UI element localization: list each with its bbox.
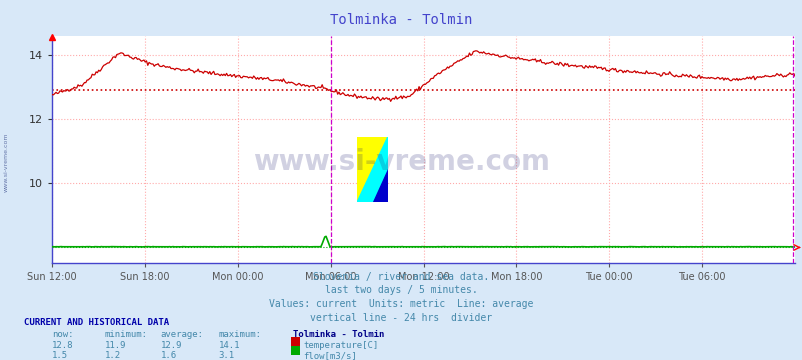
Text: 1.2: 1.2 — [104, 351, 120, 360]
Polygon shape — [372, 169, 387, 202]
Text: 14.1: 14.1 — [218, 341, 240, 350]
Text: flow[m3/s]: flow[m3/s] — [303, 351, 357, 360]
Text: CURRENT AND HISTORICAL DATA: CURRENT AND HISTORICAL DATA — [24, 318, 169, 327]
Text: 1.5: 1.5 — [52, 351, 68, 360]
Text: temperature[C]: temperature[C] — [303, 341, 379, 350]
Text: Tolminka - Tolmin: Tolminka - Tolmin — [293, 330, 384, 339]
Text: 11.9: 11.9 — [104, 341, 126, 350]
Text: average:: average: — [160, 330, 204, 339]
Text: www.si-vreme.com: www.si-vreme.com — [4, 132, 9, 192]
Text: Values: current  Units: metric  Line: average: Values: current Units: metric Line: aver… — [269, 299, 533, 309]
Text: www.si-vreme.com: www.si-vreme.com — [253, 148, 549, 176]
Text: minimum:: minimum: — [104, 330, 148, 339]
Polygon shape — [357, 137, 387, 202]
Text: 1.6: 1.6 — [160, 351, 176, 360]
Text: Slovenia / river and sea data.: Slovenia / river and sea data. — [313, 272, 489, 282]
Text: 12.9: 12.9 — [160, 341, 182, 350]
Text: vertical line - 24 hrs  divider: vertical line - 24 hrs divider — [310, 313, 492, 323]
Text: maximum:: maximum: — [218, 330, 261, 339]
Text: Tolminka - Tolmin: Tolminka - Tolmin — [330, 13, 472, 27]
Text: 3.1: 3.1 — [218, 351, 234, 360]
Text: now:: now: — [52, 330, 74, 339]
Text: 12.8: 12.8 — [52, 341, 74, 350]
Text: last two days / 5 minutes.: last two days / 5 minutes. — [325, 285, 477, 296]
Polygon shape — [357, 137, 387, 202]
